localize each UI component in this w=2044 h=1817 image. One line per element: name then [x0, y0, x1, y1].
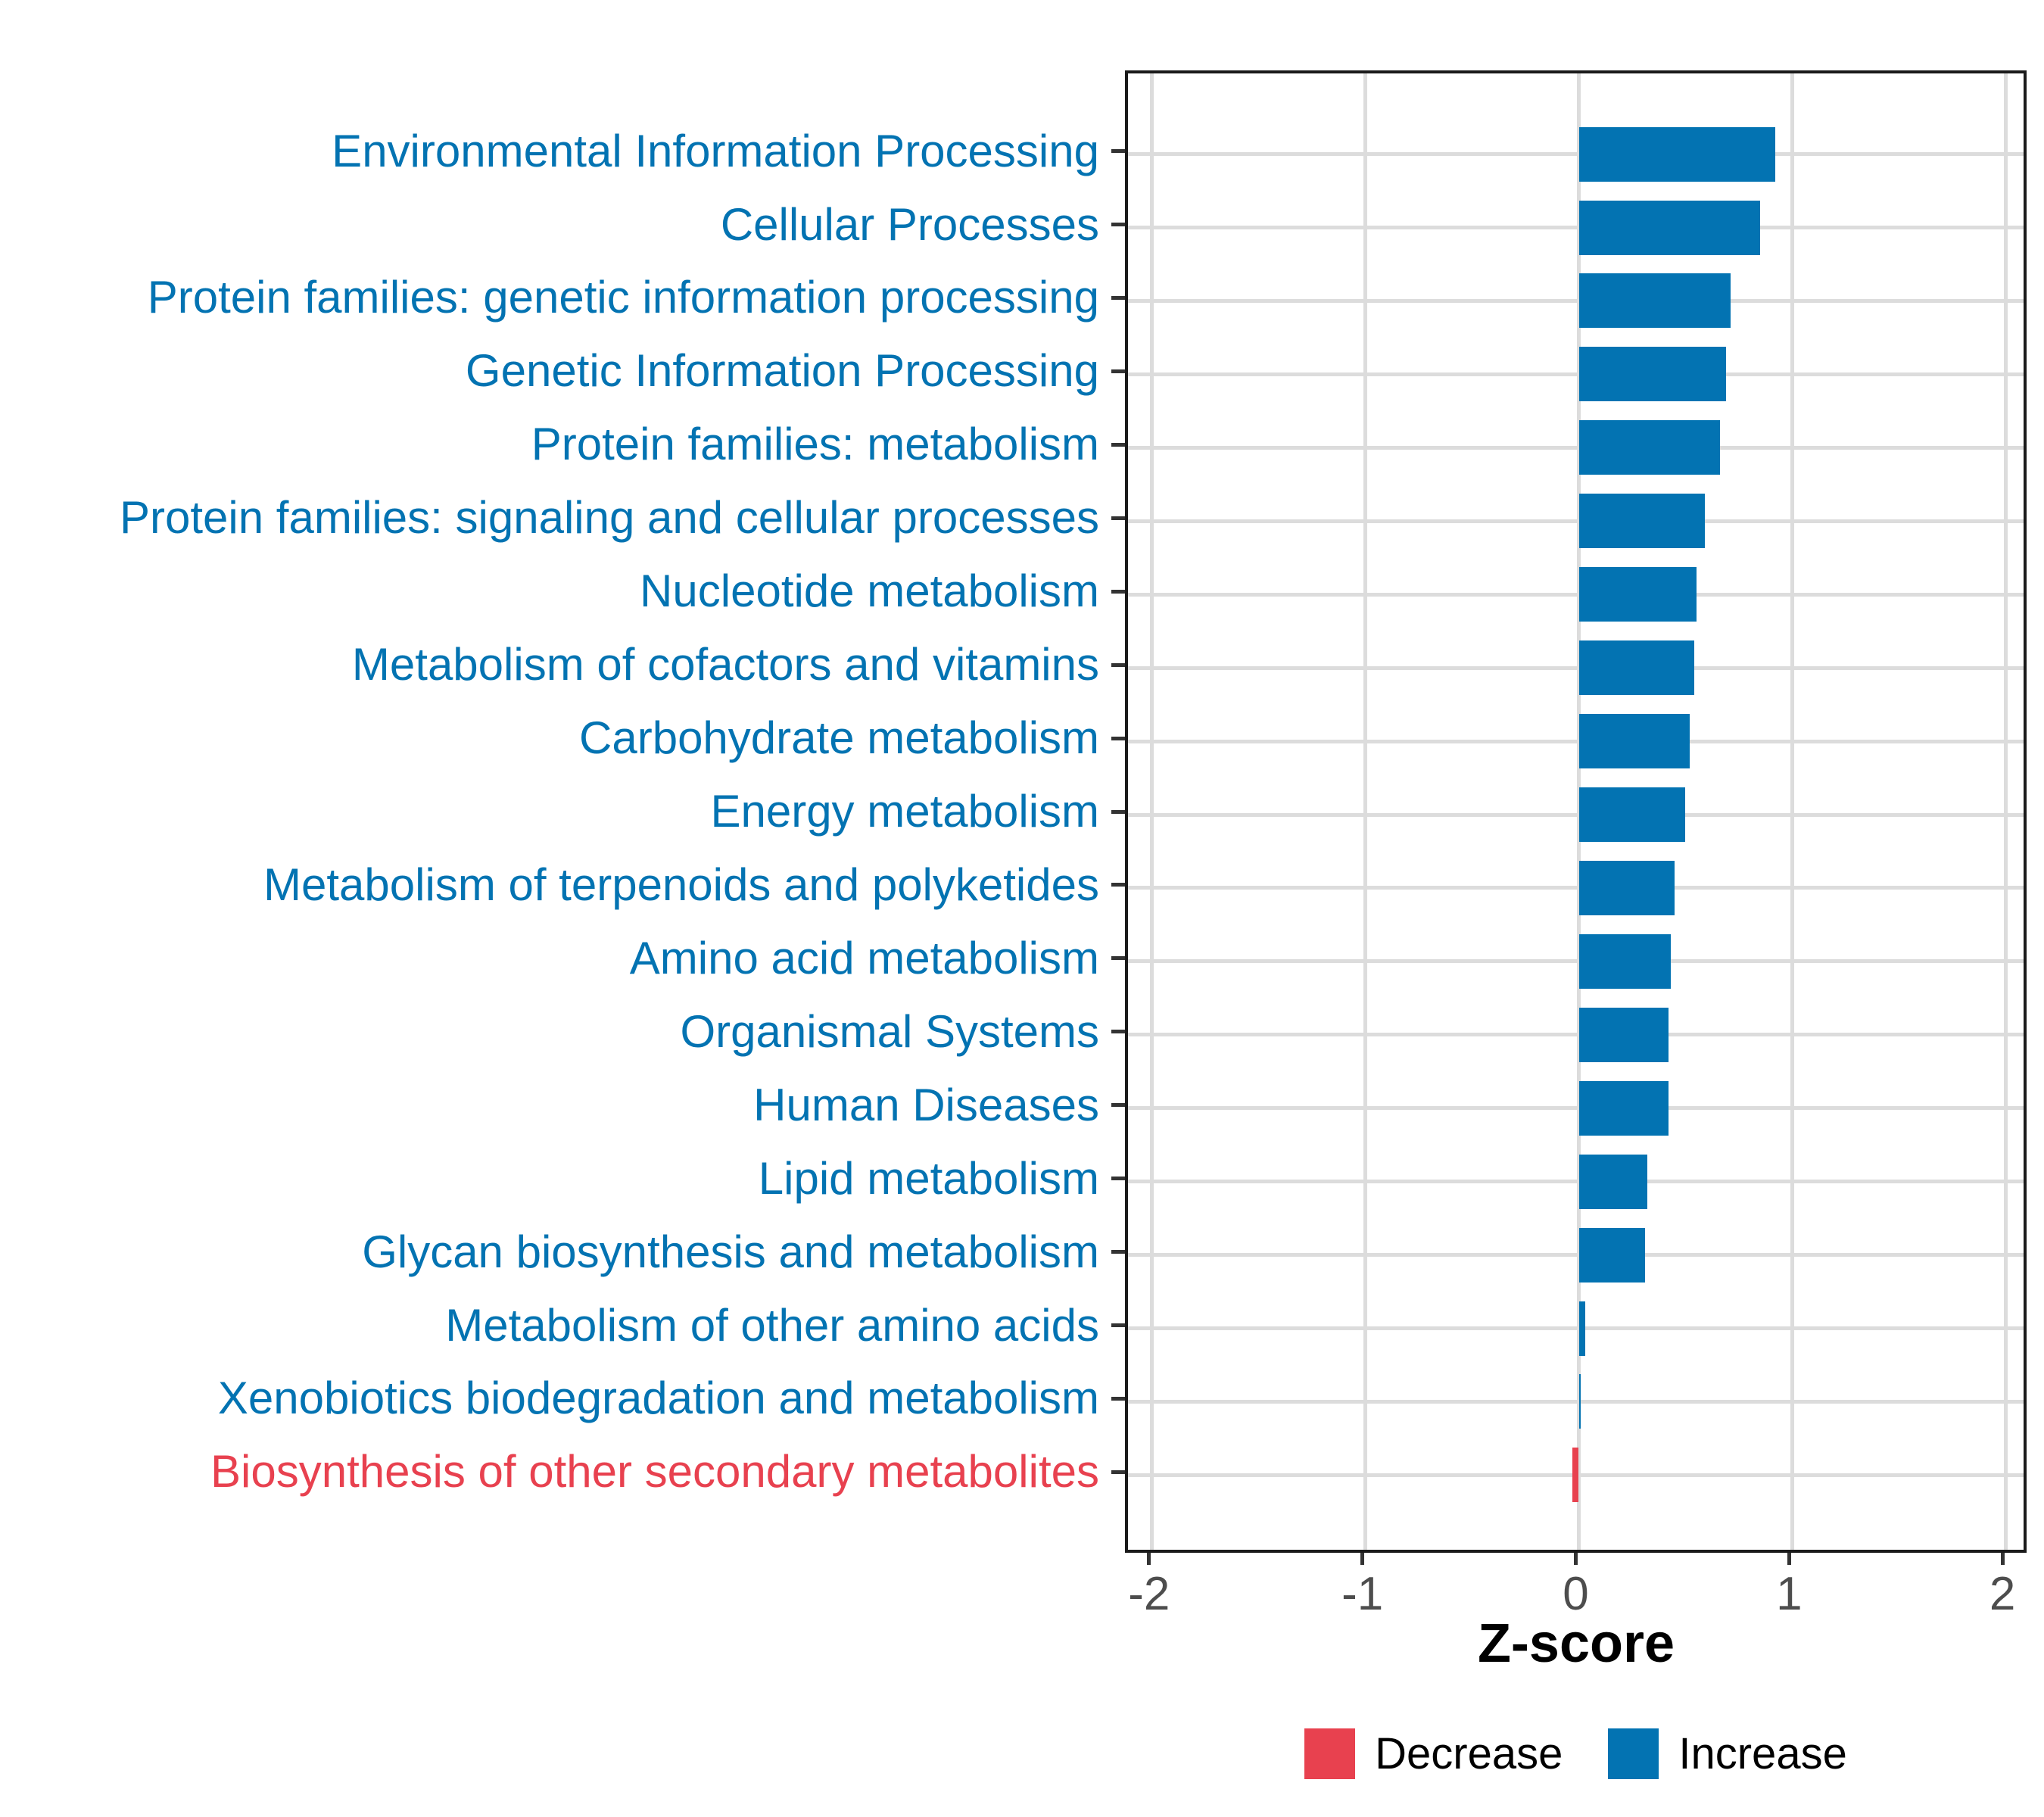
- x-tick: [1360, 1553, 1365, 1565]
- y-axis-label: Protein families: metabolism: [531, 419, 1099, 470]
- bar: [1578, 1007, 1669, 1062]
- y-tick: [1111, 1103, 1125, 1108]
- h-gridline: [1128, 1033, 2024, 1037]
- x-tick: [2000, 1553, 2005, 1565]
- y-tick: [1111, 1030, 1125, 1034]
- x-tick-label: -1: [1341, 1568, 1384, 1620]
- bar: [1578, 420, 1720, 475]
- y-axis-label: Xenobiotics biodegradation and metabolis…: [217, 1373, 1099, 1424]
- bar: [1572, 1448, 1579, 1503]
- y-tick: [1111, 1396, 1125, 1401]
- bar: [1578, 347, 1726, 402]
- legend-label-decrease: Decrease: [1375, 1728, 1563, 1778]
- bar: [1578, 1154, 1647, 1209]
- y-axis-label: Genetic Information Processing: [465, 345, 1099, 397]
- h-gridline: [1128, 298, 2024, 303]
- x-tick-label: 1: [1776, 1568, 1803, 1620]
- bar: [1578, 273, 1731, 329]
- h-gridline: [1128, 445, 2024, 450]
- x-tick-label: 0: [1563, 1568, 1589, 1620]
- y-tick: [1111, 809, 1125, 814]
- y-axis-label: Nucleotide metabolism: [640, 566, 1099, 617]
- bar: [1578, 567, 1697, 622]
- y-axis-label: Environmental Information Processing: [332, 125, 1099, 176]
- x-tick: [1574, 1553, 1578, 1565]
- bar: [1578, 787, 1686, 842]
- bar: [1578, 494, 1705, 549]
- y-axis-label: Metabolism of terpenoids and polyketides: [263, 859, 1099, 910]
- h-gridline: [1128, 959, 2024, 964]
- h-gridline: [1128, 592, 2024, 597]
- y-axis-label: Energy metabolism: [710, 786, 1099, 837]
- x-tick: [1787, 1553, 1791, 1565]
- y-axis-label: Human Diseases: [753, 1079, 1099, 1130]
- x-axis-title: Z-score: [1477, 1613, 1675, 1674]
- h-gridline: [1128, 519, 2024, 523]
- bar: [1578, 1374, 1581, 1429]
- h-gridline: [1128, 1253, 2024, 1258]
- y-axis-label: Organismal Systems: [680, 1005, 1099, 1057]
- v-gridline: [2003, 73, 2008, 1550]
- y-axis-label: Lipid metabolism: [758, 1152, 1099, 1204]
- legend-label-increase: Increase: [1678, 1728, 1847, 1778]
- legend-swatch-increase: [1608, 1728, 1659, 1779]
- bar: [1578, 933, 1671, 989]
- y-tick: [1111, 736, 1125, 740]
- bar: [1578, 640, 1694, 696]
- y-tick: [1111, 149, 1125, 154]
- y-tick: [1111, 1323, 1125, 1327]
- plot-panel: [1125, 70, 2027, 1553]
- legend: Decrease Increase: [1125, 1726, 2027, 1781]
- h-gridline: [1128, 739, 2024, 743]
- h-gridline: [1128, 812, 2024, 817]
- bar: [1578, 1080, 1669, 1136]
- h-gridline: [1128, 152, 2024, 157]
- bar: [1578, 1301, 1585, 1356]
- y-axis-label: Protein families: signaling and cellular…: [120, 492, 1099, 544]
- h-gridline: [1128, 1326, 2024, 1330]
- y-axis-label: Protein families: genetic information pr…: [147, 272, 1099, 323]
- y-tick: [1111, 662, 1125, 667]
- y-tick: [1111, 223, 1125, 227]
- y-tick: [1111, 442, 1125, 447]
- y-axis-label: Amino acid metabolism: [629, 932, 1099, 983]
- y-tick: [1111, 516, 1125, 520]
- h-gridline: [1128, 1399, 2024, 1404]
- y-tick: [1111, 589, 1125, 594]
- v-gridline: [1363, 73, 1368, 1550]
- h-gridline: [1128, 372, 2024, 376]
- v-gridline: [1790, 73, 1794, 1550]
- y-tick: [1111, 1177, 1125, 1181]
- y-axis-label: Metabolism of cofactors and vitamins: [351, 639, 1099, 690]
- y-tick: [1111, 369, 1125, 373]
- h-gridline: [1128, 1106, 2024, 1111]
- bar: [1578, 126, 1775, 182]
- y-tick: [1111, 883, 1125, 887]
- x-tick-label: 2: [1989, 1568, 2016, 1620]
- bar: [1578, 714, 1690, 769]
- h-gridline: [1128, 226, 2024, 230]
- y-axis-label: Biosynthesis of other secondary metaboli…: [210, 1446, 1099, 1498]
- bar: [1578, 1227, 1645, 1282]
- y-tick: [1111, 295, 1125, 300]
- h-gridline: [1128, 665, 2024, 670]
- y-axis-label: Cellular Processes: [720, 198, 1099, 250]
- x-tick: [1147, 1553, 1151, 1565]
- y-tick: [1111, 1250, 1125, 1254]
- x-tick-label: -2: [1128, 1568, 1170, 1620]
- y-axis-label: Carbohydrate metabolism: [579, 712, 1099, 764]
- y-tick: [1111, 956, 1125, 961]
- bar: [1578, 200, 1761, 255]
- y-axis-label: Glycan biosynthesis and metabolism: [362, 1226, 1099, 1277]
- y-axis-label: Metabolism of other amino acids: [445, 1299, 1099, 1351]
- v-gridline: [1150, 73, 1154, 1550]
- y-tick: [1111, 1469, 1125, 1474]
- h-gridline: [1128, 1180, 2024, 1184]
- legend-swatch-decrease: [1304, 1728, 1356, 1779]
- bar: [1578, 860, 1675, 915]
- h-gridline: [1128, 886, 2024, 890]
